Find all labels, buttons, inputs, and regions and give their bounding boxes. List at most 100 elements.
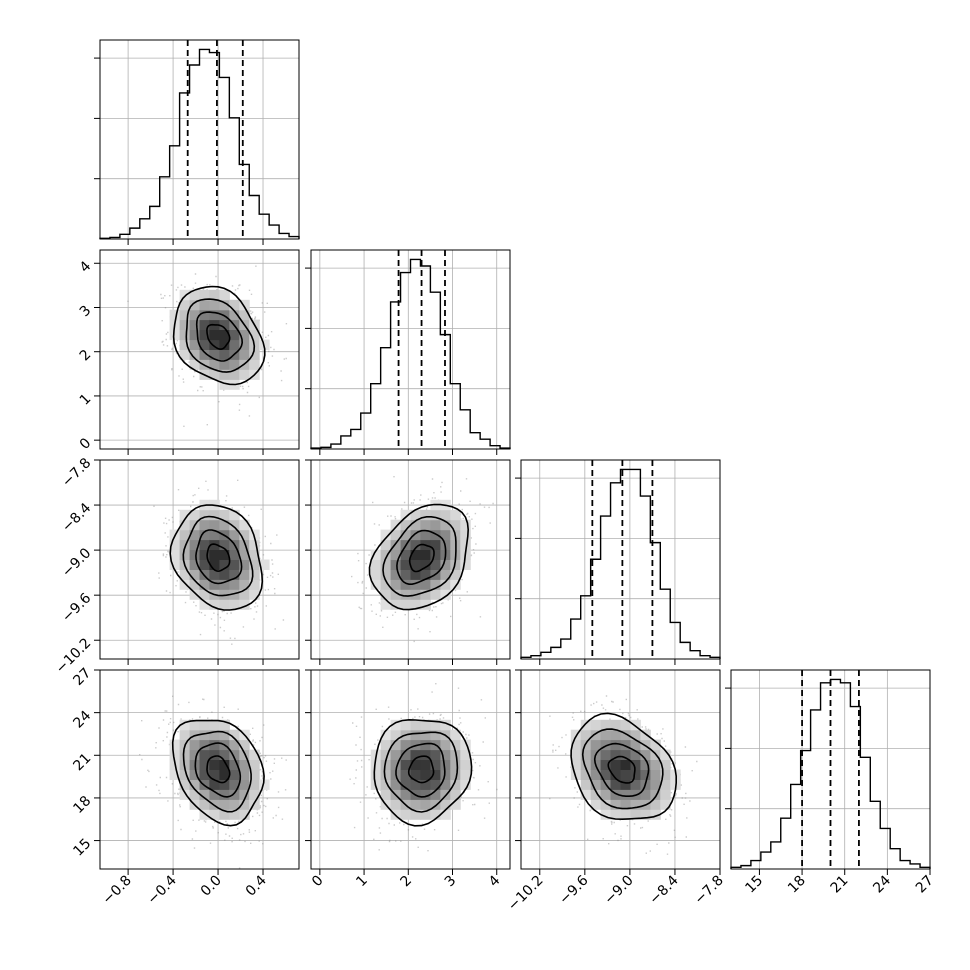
density-cell xyxy=(189,749,200,760)
density-cell xyxy=(179,569,191,580)
density-cell xyxy=(219,369,230,380)
density-panel-1-2 xyxy=(305,459,511,665)
density-cell xyxy=(189,739,200,751)
density-cell xyxy=(229,359,240,370)
density-cell xyxy=(209,599,220,610)
density-cell xyxy=(219,769,230,780)
density-panel-1-3: 0 1 2 3 4 xyxy=(305,669,511,891)
density-cell xyxy=(370,579,382,590)
density-cell xyxy=(420,769,431,780)
density-cell xyxy=(590,729,602,741)
density-cell xyxy=(179,779,191,790)
density-cell xyxy=(209,759,220,770)
density-cell xyxy=(590,719,602,731)
density-cell xyxy=(630,799,641,810)
density-cell xyxy=(420,739,431,751)
y-tick-label: −7.8 xyxy=(59,455,94,490)
density-cell xyxy=(580,719,592,731)
density-cell xyxy=(430,589,441,600)
y-tick-label: 3 xyxy=(77,303,95,321)
density-cell xyxy=(380,749,392,760)
density-cell xyxy=(450,779,461,790)
density-cell xyxy=(420,509,431,521)
density-cell xyxy=(430,729,441,741)
density-cell xyxy=(400,509,411,521)
density-cell xyxy=(249,589,260,600)
density-cell xyxy=(189,559,200,570)
density-cell xyxy=(189,329,200,341)
density-cell xyxy=(590,779,602,790)
density-cell xyxy=(380,539,392,550)
density-cell xyxy=(430,559,441,570)
density-cell xyxy=(390,539,401,550)
density-cell xyxy=(239,329,250,341)
density-cell xyxy=(189,349,200,360)
density-cell xyxy=(420,749,431,760)
density-cell xyxy=(400,809,411,820)
density-cell xyxy=(249,579,260,590)
density-cell xyxy=(420,719,431,731)
contour-line-3 xyxy=(172,285,266,386)
density-cell xyxy=(229,579,240,590)
density-cell xyxy=(440,719,451,731)
density-cell xyxy=(199,749,210,760)
density-cell xyxy=(179,329,191,341)
density-cell xyxy=(189,769,200,780)
density-cell xyxy=(239,769,250,780)
density-cell xyxy=(610,739,621,751)
density-cell xyxy=(179,769,191,780)
density-cell xyxy=(410,809,421,820)
x-tick-label: 21 xyxy=(828,873,852,897)
contour-line-0 xyxy=(607,755,636,784)
x-tick-label: 0.4 xyxy=(243,872,270,899)
density-cell xyxy=(370,769,382,780)
x-tick-label: −9.0 xyxy=(601,873,636,908)
density-cell xyxy=(460,739,471,751)
density-cell xyxy=(440,569,451,580)
density-cell xyxy=(179,299,191,311)
density-cell xyxy=(410,559,421,570)
density-cell xyxy=(450,519,461,531)
density-cell xyxy=(229,299,240,311)
density-cell xyxy=(390,749,401,760)
density-cell xyxy=(450,509,461,521)
density-cell xyxy=(650,809,661,820)
density-cell xyxy=(189,569,200,580)
x-tick-label: 2 xyxy=(397,873,415,891)
density-cell xyxy=(440,559,451,570)
y-tick-label: 18 xyxy=(70,793,94,817)
density-cell xyxy=(219,779,230,790)
contour-line-2 xyxy=(383,731,459,813)
density-cell xyxy=(580,779,592,790)
density-cell xyxy=(380,559,392,570)
density-cell xyxy=(400,779,411,790)
density-cell xyxy=(590,739,602,751)
density-cell xyxy=(229,599,240,610)
density-cell xyxy=(239,369,250,380)
density-cell xyxy=(460,559,471,570)
density-cell xyxy=(209,809,220,820)
density-cell xyxy=(600,789,611,800)
density-cell xyxy=(169,329,181,341)
density-cell xyxy=(390,549,401,560)
x-tick-label: 27 xyxy=(913,873,937,897)
density-cell xyxy=(219,349,230,360)
density-cell xyxy=(420,529,431,541)
density-cell xyxy=(410,799,421,810)
density-cell xyxy=(600,809,611,820)
density-cell xyxy=(209,519,220,531)
density-cell xyxy=(199,339,210,350)
density-cell xyxy=(370,549,382,560)
density-cell xyxy=(390,729,401,741)
density-cell xyxy=(189,359,200,370)
density-cell xyxy=(199,329,210,341)
density-cell xyxy=(410,539,421,550)
density-cell xyxy=(229,759,240,770)
density-cell xyxy=(440,769,451,780)
density-cell xyxy=(410,569,421,580)
x-tick-label: 0 xyxy=(309,873,327,891)
panel-frame xyxy=(310,249,511,450)
density-cell xyxy=(410,769,421,780)
contour-line-2 xyxy=(581,728,664,810)
density-cell xyxy=(199,349,210,360)
